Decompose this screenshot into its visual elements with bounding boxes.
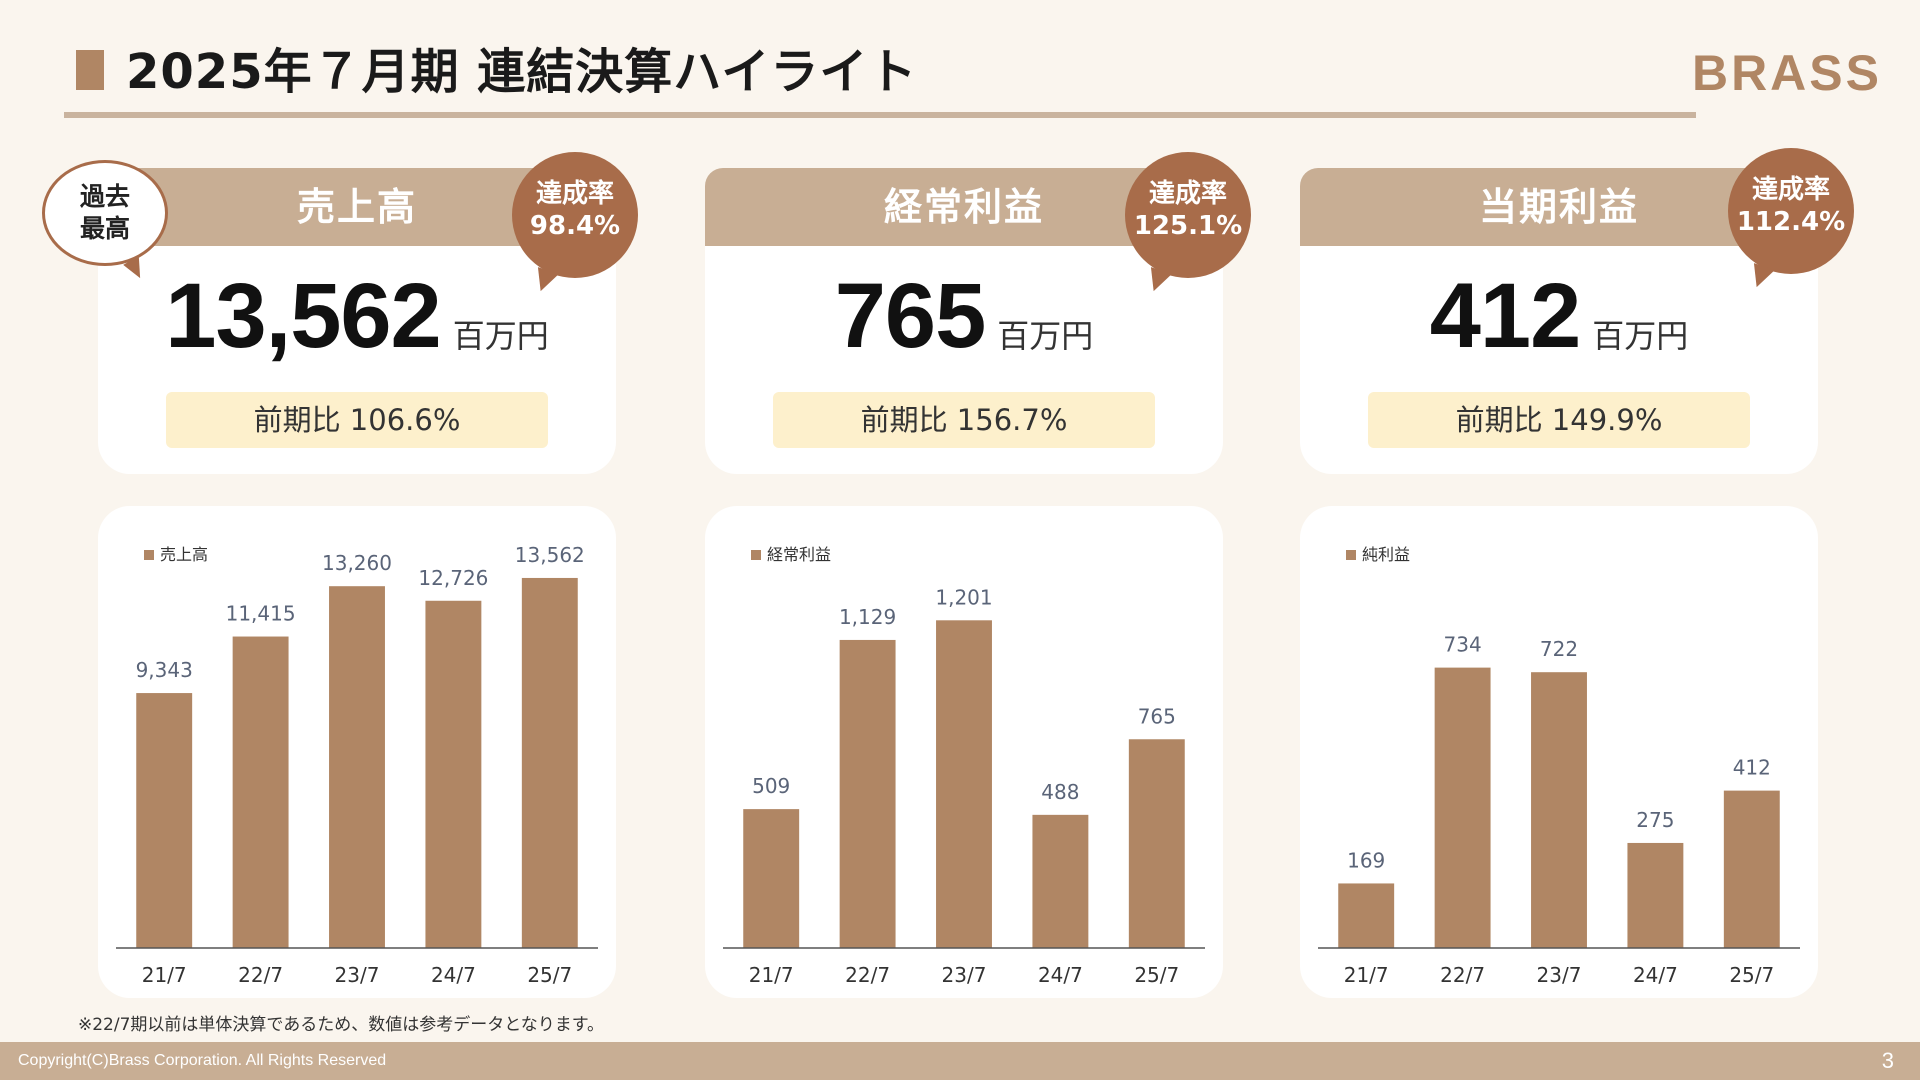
kpi-unit: 百万円 [452,317,549,355]
achievement-rate-badge-ordinary: 達成率 125.1% [1125,152,1251,278]
legend-label: 純利益 [1362,545,1410,564]
kpi-card-sales: 売上高 13,562 百万円 前期比 106.6% [98,168,616,474]
x-tick-label: 21/7 [142,963,187,987]
rate-label: 達成率 [1148,179,1227,209]
kpi-value-row: 13,562 百万円 [98,264,616,369]
data-label: 275 [1636,808,1674,832]
chart-card-sales: 売上高 9,343 21/7 11,415 22/7 13,260 23/7 12,726 24… [98,506,616,998]
data-label: 12,726 [418,566,488,590]
rate-value: 125.1% [1133,211,1243,241]
net-profit-bar-chart: 純利益 169 21/7 734 22/7 722 23/7 275 24/7 412 25/7 [1318,545,1800,987]
achievement-rate-badge-net: 達成率 112.4% [1728,148,1854,274]
x-tick-label: 25/7 [527,963,572,987]
kpi-value-row: 765 百万円 [705,264,1223,369]
bar-22/7 [232,636,289,948]
record-high-badge: 過去 最高 [42,160,168,266]
x-tick-label: 24/7 [431,963,476,987]
kpi-unit: 百万円 [997,317,1094,355]
x-tick-label: 22/7 [238,963,283,987]
x-tick-label: 25/7 [1729,963,1774,987]
data-label: 13,562 [515,543,585,567]
data-label: 722 [1540,637,1578,661]
ordinary-profit-bar-chart: 経常利益 509 21/7 1,129 22/7 1,201 23/7 488 24/7 765 2… [723,545,1205,987]
chart-card-net-profit: 純利益 169 21/7 734 22/7 722 23/7 275 24/7 412 25/7 [1300,506,1818,998]
rate-label: 達成率 [535,179,614,209]
kpi-body: 13,562 百万円 前期比 106.6% [98,246,616,474]
footnote: ※22/7期以前は単体決算であるため、数値は参考データとなります。 [78,1015,605,1035]
kpi-yoy: 前期比 106.6% [166,392,548,448]
title-marker [76,50,104,90]
bar-25/7 [1723,790,1780,948]
data-label: 169 [1347,848,1385,872]
record-high-text: 過去 最高 [79,182,130,243]
data-label: 765 [1138,704,1176,728]
data-label: 509 [752,774,790,798]
x-tick-label: 21/7 [749,963,794,987]
page-number: 3 [1881,1048,1894,1073]
bar-25/7 [1128,739,1185,948]
data-label: 1,129 [839,605,896,629]
bar-23/7 [329,586,385,948]
achievement-rate-badge-sales: 達成率 98.4% [512,152,638,278]
kpi-label: 経常利益 [883,185,1044,229]
kpi-label: 売上高 [296,185,417,229]
footer-bar: Copyright(C)Brass Corporation. All Right… [0,1042,1920,1080]
brand-logo: BRASS [1691,45,1882,101]
kpi-yoy: 前期比 156.7% [773,392,1155,448]
x-tick-label: 23/7 [335,963,380,987]
bar-22/7 [1434,667,1491,948]
x-tick-label: 24/7 [1633,963,1678,987]
bar-23/7 [1531,672,1587,948]
rate-value: 98.4% [529,211,621,241]
legend-swatch [751,550,761,560]
rate-label: 達成率 [1751,175,1830,205]
kpi-body: 412 百万円 前期比 149.9% [1300,246,1818,474]
x-tick-label: 22/7 [1440,963,1485,987]
kpi-value: 13,562 [165,265,441,367]
x-tick-label: 23/7 [942,963,987,987]
title-divider [64,112,1696,118]
data-label: 1,201 [935,585,992,609]
copyright: Copyright(C)Brass Corporation. All Right… [18,1052,387,1069]
kpi-label: 当期利益 [1478,185,1639,229]
x-tick-label: 22/7 [845,963,890,987]
page-title: 2025年７月期 連結決算ハイライト [126,44,918,100]
kpi-body: 765 百万円 前期比 156.7% [705,246,1223,474]
bar-24/7 [425,600,482,948]
data-label: 412 [1733,756,1771,780]
bar-23/7 [936,620,992,948]
bar-24/7 [1627,842,1684,948]
legend-label: 経常利益 [767,545,831,564]
x-tick-label: 25/7 [1134,963,1179,987]
bar-25/7 [521,577,578,948]
data-label: 734 [1444,633,1482,657]
kpi-unit: 百万円 [1592,317,1689,355]
bar-22/7 [839,639,896,948]
bar-21/7 [136,693,193,948]
kpi-value: 412 [1429,265,1581,367]
sales-bar-chart: 売上高 9,343 21/7 11,415 22/7 13,260 23/7 12,726 24… [116,543,598,987]
data-label: 13,260 [322,551,392,575]
chart-card-ordinary-profit: 経常利益 509 21/7 1,129 22/7 1,201 23/7 488 24/7 765 2… [705,506,1223,998]
bar-21/7 [743,809,800,948]
data-label: 11,415 [226,602,296,626]
data-label: 9,343 [136,658,193,682]
kpi-card-ordinary-profit: 経常利益 765 百万円 前期比 156.7% [705,168,1223,474]
kpi-yoy: 前期比 149.9% [1368,392,1750,448]
data-label: 488 [1041,780,1079,804]
legend-swatch [1346,550,1356,560]
legend-label: 売上高 [160,545,208,564]
bar-24/7 [1032,814,1089,948]
kpi-value-row: 412 百万円 [1300,264,1818,369]
x-tick-label: 23/7 [1537,963,1582,987]
rate-value: 112.4% [1736,207,1846,237]
x-tick-label: 24/7 [1038,963,1083,987]
bar-21/7 [1338,883,1395,948]
legend-swatch [144,550,154,560]
x-tick-label: 21/7 [1344,963,1389,987]
kpi-value: 765 [834,265,986,367]
